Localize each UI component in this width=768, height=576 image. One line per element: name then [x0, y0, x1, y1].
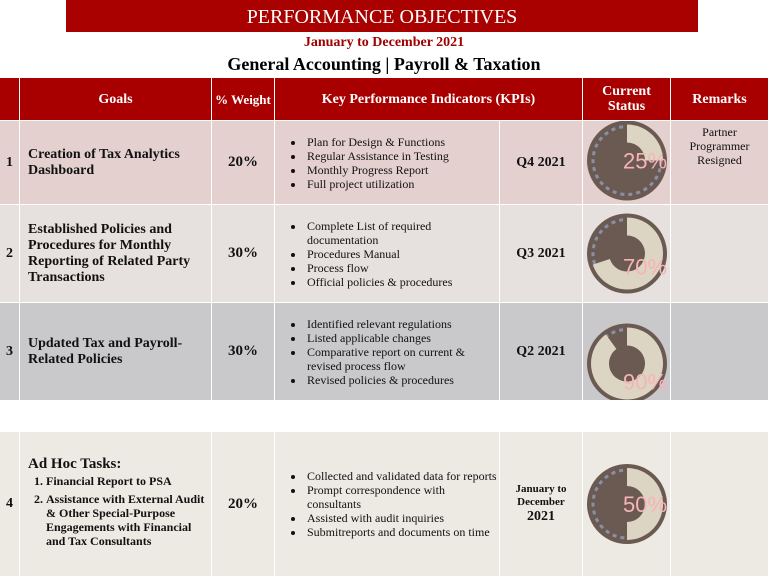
num-cell: 3	[0, 303, 19, 400]
kpi-item: Listed applicable changes	[305, 331, 499, 345]
kpi-item: Assisted with audit inquiries	[305, 511, 499, 525]
weight-cell: 20%	[212, 432, 274, 576]
remarks-cell	[671, 432, 768, 576]
kpi-cell: Plan for Design & FunctionsRegular Assis…	[275, 121, 499, 204]
page-title: PERFORMANCE OBJECTIVES	[66, 0, 698, 32]
subtask-list: Financial Report to PSA Assistance with E…	[28, 474, 211, 548]
gauge-label: 70%	[623, 255, 667, 280]
gauge-progress	[627, 468, 663, 540]
gauge-progress	[592, 217, 663, 290]
kpi-item: Process flow	[305, 261, 499, 275]
quarter-year: 2021	[527, 509, 555, 524]
kpi-item: Submitreports and documents on time	[305, 525, 499, 539]
gauge-label: 90%	[623, 370, 667, 395]
subtask: Assistance with External Audit & Other S…	[46, 492, 211, 548]
status-gauge: 25%	[587, 121, 667, 201]
weight: 20%	[228, 495, 258, 512]
quarter-cell: Q2 2021	[500, 303, 582, 400]
remarks-cell	[671, 303, 768, 400]
header-remarks: Remarks	[671, 78, 768, 120]
kpi-item: Identified relevant regulations	[305, 317, 499, 331]
weight-cell: 20%	[212, 121, 274, 204]
remarks-cell: Partner Programmer Resigned	[671, 121, 768, 204]
goal-cell: Ad Hoc Tasks: Financial Report to PSA Assi…	[20, 432, 211, 576]
kpi-list: Complete List of required documentationP…	[275, 219, 499, 289]
subtask: Financial Report to PSA	[46, 474, 211, 488]
period: January to December 2021	[303, 35, 465, 50]
num-cell: 2	[0, 205, 19, 302]
kpi-cell: Complete List of required documentationP…	[275, 205, 499, 302]
status-cell: 70%	[583, 205, 670, 302]
quarter-cell: Q3 2021	[500, 205, 582, 302]
kpi-cell: Identified relevant regulationsListed ap…	[275, 303, 499, 400]
goal-cell: Established Policies and Procedures for …	[20, 205, 211, 302]
kpi-item: Prompt correspondence with consultants	[305, 483, 499, 511]
kpi-list: Identified relevant regulationsListed ap…	[275, 317, 499, 387]
row-number: 3	[6, 343, 13, 359]
kpi-item: Monthly Progress Report	[305, 163, 449, 177]
remarks: Partner Programmer Resigned	[689, 125, 750, 167]
kpi-item: Revised policies & procedures	[305, 373, 499, 387]
status-cell: 50%	[583, 432, 670, 576]
header-num	[0, 78, 19, 120]
kpi-item: Full project utilization	[305, 177, 449, 191]
kpi-list: Plan for Design & FunctionsRegular Assis…	[275, 135, 449, 191]
kpi-item: Procedures Manual	[305, 247, 499, 261]
gauge-progress	[627, 124, 663, 161]
weight-cell: 30%	[212, 303, 274, 400]
weight: 30%	[228, 245, 258, 261]
quarter-cell: January to December 2021	[500, 432, 582, 576]
kpi-item: Plan for Design & Functions	[305, 135, 449, 149]
row-number: 2	[6, 245, 13, 261]
goal-text: Established Policies and Procedures for …	[28, 221, 191, 285]
kpi-item: Official policies & procedures	[305, 275, 499, 289]
remarks-cell	[671, 205, 768, 302]
row-number: 1	[6, 154, 13, 170]
quarter-cell: Q4 2021	[500, 121, 582, 204]
goal-text: Ad Hoc Tasks:	[28, 456, 122, 472]
header-goals: Goals	[20, 78, 211, 120]
header-weight: % Weight	[212, 78, 274, 120]
quarter: January to December	[515, 483, 567, 508]
num-cell: 4	[0, 432, 19, 576]
weight: 20%	[228, 154, 258, 170]
goal-text: Updated Tax and Payroll-Related Policies	[28, 335, 183, 367]
quarter: Q3 2021	[516, 245, 566, 261]
status-gauge: 50%	[587, 464, 667, 544]
quarter: Q2 2021	[516, 343, 566, 359]
header-status: Current Status	[583, 78, 670, 120]
goal-text: Creation of Tax Analytics Dashboard	[28, 146, 180, 178]
quarter: Q4 2021	[516, 154, 566, 170]
goal-cell: Creation of Tax Analytics Dashboard	[20, 121, 211, 204]
subtitle: General Accounting | Payroll & Taxation	[227, 54, 541, 74]
gauge-label: 25%	[623, 149, 667, 174]
status-gauge: 90%	[587, 323, 667, 400]
kpi-item: Regular Assistance in Testing	[305, 149, 449, 163]
status-cell: 90%	[583, 303, 670, 400]
kpi-item: Collected and validated data for reports	[305, 469, 499, 483]
header-kpi: Key Performance Indicators (KPIs)	[275, 78, 582, 120]
gauge-progress	[591, 327, 663, 400]
num-cell: 1	[0, 121, 19, 204]
weight-cell: 30%	[212, 205, 274, 302]
kpi-item: Comparative report on current & revised …	[305, 345, 499, 373]
status-gauge: 70%	[587, 213, 667, 294]
goal-cell: Updated Tax and Payroll-Related Policies	[20, 303, 211, 400]
gauge-label: 50%	[623, 492, 667, 517]
status-cell: 25%	[583, 121, 670, 204]
weight: 30%	[228, 343, 258, 359]
kpi-list: Collected and validated data for reports…	[275, 469, 499, 539]
kpi-cell: Collected and validated data for reports…	[275, 432, 499, 576]
row-number: 4	[6, 496, 13, 511]
kpi-item: Complete List of required documentation	[305, 219, 499, 247]
